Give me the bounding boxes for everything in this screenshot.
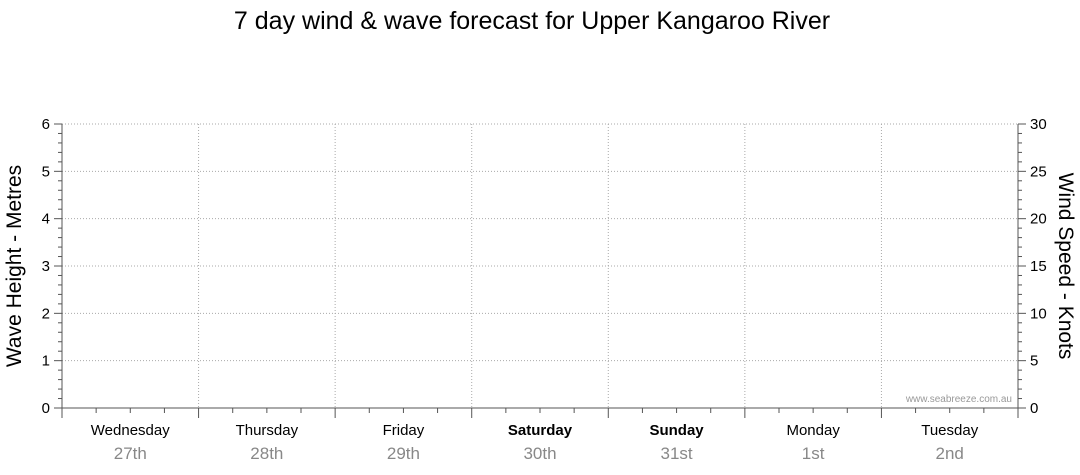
gridlines — [62, 123, 1018, 408]
day-label: Tuesday — [921, 422, 978, 439]
left-axis-title: Wave Height - Metres — [3, 165, 26, 367]
date-label: 28th — [250, 444, 283, 463]
right-tick-label: 0 — [1030, 400, 1038, 417]
date-label: 1st — [802, 444, 825, 463]
left-axis-ticks: 0 1 2 3 4 5 6 — [42, 116, 62, 417]
day-label: Saturday — [508, 422, 573, 439]
date-label: 30th — [523, 444, 556, 463]
day-label: Thursday — [236, 422, 299, 439]
date-label: 2nd — [936, 444, 964, 463]
date-label: 27th — [114, 444, 147, 463]
day-label: Sunday — [649, 422, 704, 439]
left-tick-label: 6 — [42, 116, 50, 133]
day-label: Friday — [383, 422, 425, 439]
left-tick-label: 0 — [42, 400, 50, 417]
left-tick-label: 4 — [42, 211, 50, 228]
right-tick-label: 20 — [1030, 211, 1047, 228]
right-tick-label: 10 — [1030, 305, 1047, 322]
right-tick-label: 25 — [1030, 163, 1047, 180]
date-label: 29th — [387, 444, 420, 463]
left-tick-label: 3 — [42, 258, 50, 275]
left-tick-label: 2 — [42, 305, 50, 322]
chart-title: 7 day wind & wave forecast for Upper Kan… — [234, 7, 830, 35]
right-tick-label: 30 — [1030, 116, 1047, 133]
date-label: 31st — [661, 444, 693, 463]
x-axis-labels: Wednesday 27th Thursday 28th Friday 29th Satur… — [91, 422, 979, 463]
left-tick-label: 5 — [42, 163, 50, 180]
right-axis-ticks: 0 5 10 15 20 25 30 — [1018, 116, 1047, 417]
right-axis-title: Wind Speed - Knots — [1054, 173, 1077, 360]
day-label: Wednesday — [91, 422, 170, 439]
day-label: Monday — [786, 422, 840, 439]
axes — [61, 124, 1019, 418]
right-tick-label: 5 — [1030, 353, 1038, 370]
credit-text: www.seabreeze.com.au — [905, 394, 1012, 405]
right-tick-label: 15 — [1030, 258, 1047, 275]
left-tick-label: 1 — [42, 353, 50, 370]
